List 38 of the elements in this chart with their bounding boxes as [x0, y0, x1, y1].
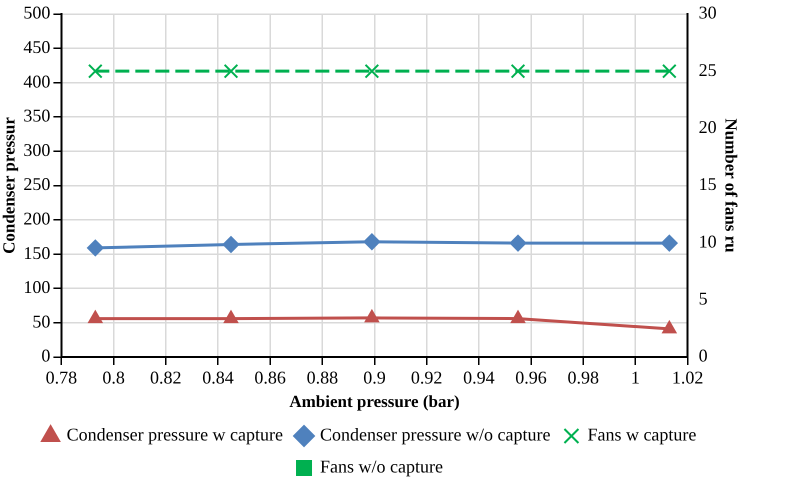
y-tick-label: 400 [23, 71, 50, 92]
y-tick-label: 150 [23, 242, 50, 263]
y2-axis-title: Number of fans ru [721, 118, 740, 253]
y-tick-label: 450 [23, 37, 50, 58]
y2-tick-label: 25 [698, 60, 717, 80]
y-tick-label: 250 [23, 174, 50, 194]
x-tick-label: 1.02 [672, 368, 704, 388]
legend-label: Condenser pressure w/o capture [320, 424, 550, 445]
x-tick-label: 0.9 [363, 368, 386, 388]
y-tick-label: 300 [23, 140, 50, 160]
legend-label: Fans w/o capture [320, 456, 443, 477]
y-tick-label: 50 [32, 311, 50, 332]
x-axis-title: Ambient pressure (bar) [289, 392, 460, 412]
x-tick-label: 0.92 [410, 368, 442, 388]
x-tick-label: 0.96 [515, 368, 547, 388]
y2-tick-label: 30 [698, 2, 717, 23]
y2-tick-label: 15 [698, 174, 717, 194]
y-tick-label: 200 [23, 208, 50, 229]
x-tick-label: 0.88 [306, 368, 338, 388]
y-tick-label: 100 [23, 277, 50, 298]
y2-tick-label: 20 [698, 117, 717, 138]
x-tick-label: 0.86 [254, 368, 286, 388]
y-tick-label: 350 [23, 106, 50, 126]
y2-tick-label: 0 [698, 346, 708, 366]
x-tick-label: 1 [630, 368, 640, 388]
legend-label: Fans w capture [587, 424, 696, 445]
legend-label: Condenser pressure w capture [66, 424, 284, 445]
x-tick-label: 0.78 [46, 368, 78, 388]
y2-tick-label: 10 [698, 231, 717, 252]
x-tick-label: 0.94 [463, 368, 495, 388]
x-tick-label: 0.82 [150, 368, 182, 388]
x-tick-label: 0.98 [567, 368, 599, 388]
x-tick-label: 0.8 [102, 368, 125, 388]
x-tick-label: 0.84 [202, 368, 234, 388]
y-axis-title: Condenser pressur [0, 116, 19, 254]
y-tick-label: 500 [23, 2, 50, 23]
y2-tick-label: 5 [698, 288, 708, 309]
y-tick-label: 0 [41, 346, 50, 366]
